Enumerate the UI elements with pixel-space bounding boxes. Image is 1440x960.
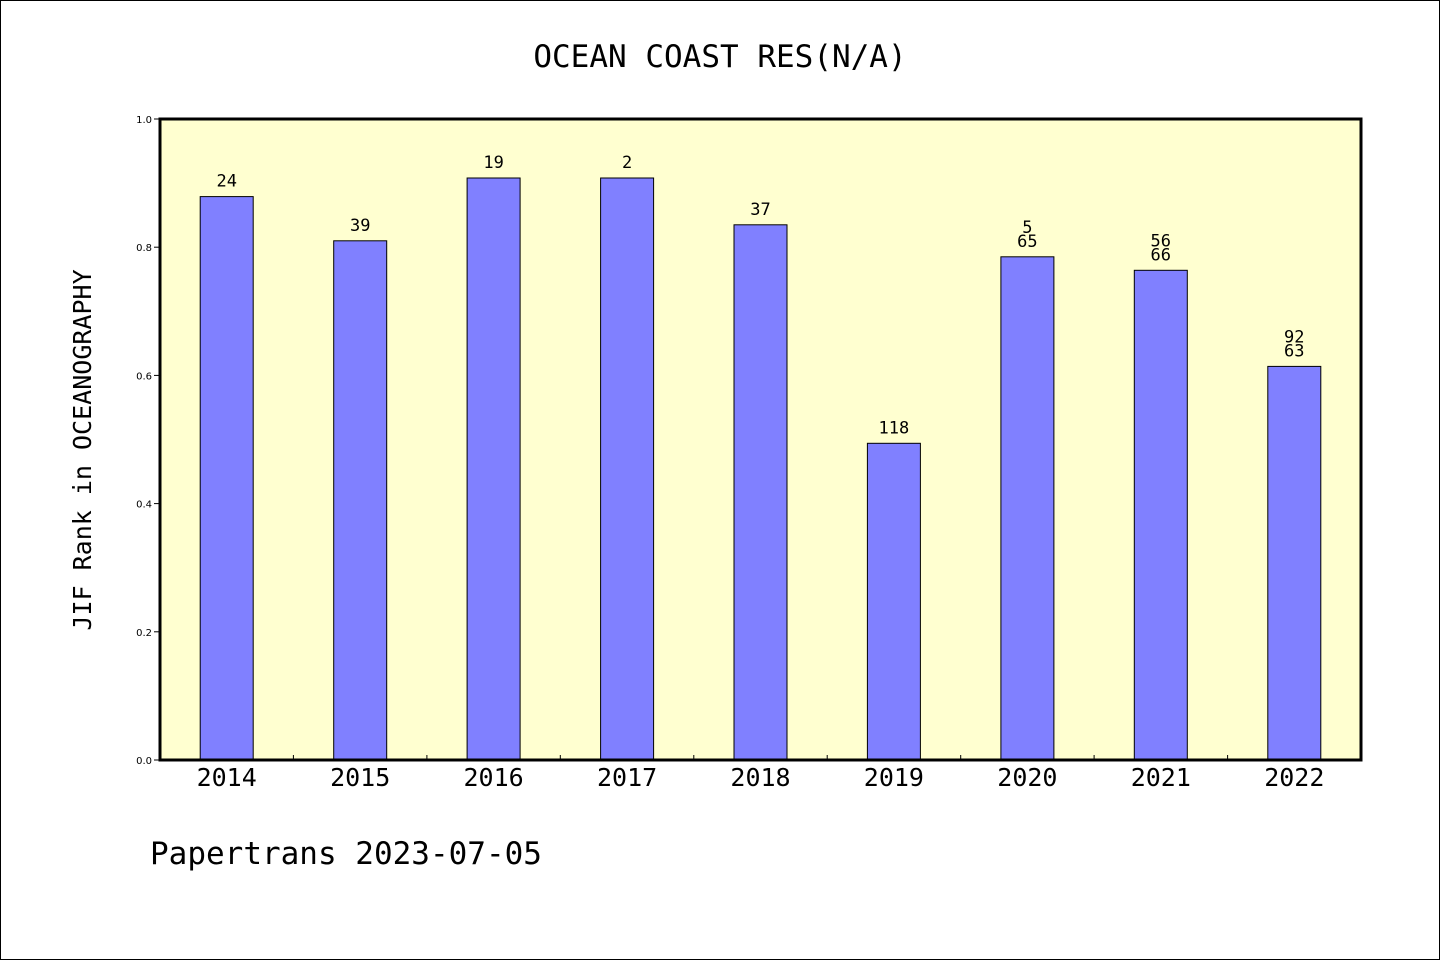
x-tick-label: 2022	[1264, 763, 1324, 792]
bar-data-label: 92	[1284, 327, 1304, 347]
bar-2020	[1000, 256, 1055, 761]
x-tick-label: 2018	[730, 763, 790, 792]
bar-2018	[733, 224, 788, 761]
bar-data-label: 66	[1151, 245, 1171, 265]
x-tick-label: 2017	[597, 763, 657, 792]
bar-2014	[199, 196, 254, 761]
bar-data-label: 24	[216, 172, 236, 192]
bar-2021	[1133, 269, 1188, 761]
y-tick-label: 0.0	[136, 756, 152, 767]
bar-data-label: 56	[1151, 231, 1171, 251]
x-tick-label: 2014	[197, 763, 257, 792]
x-tick-label: 2019	[864, 763, 924, 792]
bar-data-label: 37	[750, 200, 770, 220]
y-tick-label: 0.6	[136, 371, 152, 382]
x-tick-label: 2016	[463, 763, 523, 792]
bar-data-label: 39	[350, 216, 370, 236]
y-axis-label: JIF Rank in OCEANOGRAPHY	[68, 269, 97, 630]
bar-data-label: 2	[622, 153, 632, 173]
bar-data-label: 63	[1284, 341, 1304, 361]
bar-2017	[600, 177, 655, 761]
bar-data-label: 19	[483, 153, 503, 173]
x-tick-label: 2020	[997, 763, 1057, 792]
bar-data-label: 65	[1017, 232, 1037, 252]
bar-2015	[333, 240, 388, 761]
y-tick-label: 0.4	[136, 500, 152, 511]
footer-text: Papertrans 2023-07-05	[150, 836, 542, 872]
x-tick-label: 2021	[1131, 763, 1191, 792]
plot-border	[158, 117, 1363, 762]
bar-2019	[866, 442, 921, 761]
bar-2022	[1267, 365, 1322, 761]
bar-data-label: 118	[879, 418, 910, 438]
y-tick-label: 0.8	[136, 243, 152, 254]
y-tick-label: 1.0	[136, 115, 152, 126]
chart-title: OCEAN COAST RES(N/A)	[533, 39, 906, 75]
bar-data-label: 5	[1022, 218, 1032, 238]
x-tick-label: 2015	[330, 763, 390, 792]
bar-2016	[466, 177, 521, 761]
y-tick-label: 0.2	[136, 628, 152, 639]
